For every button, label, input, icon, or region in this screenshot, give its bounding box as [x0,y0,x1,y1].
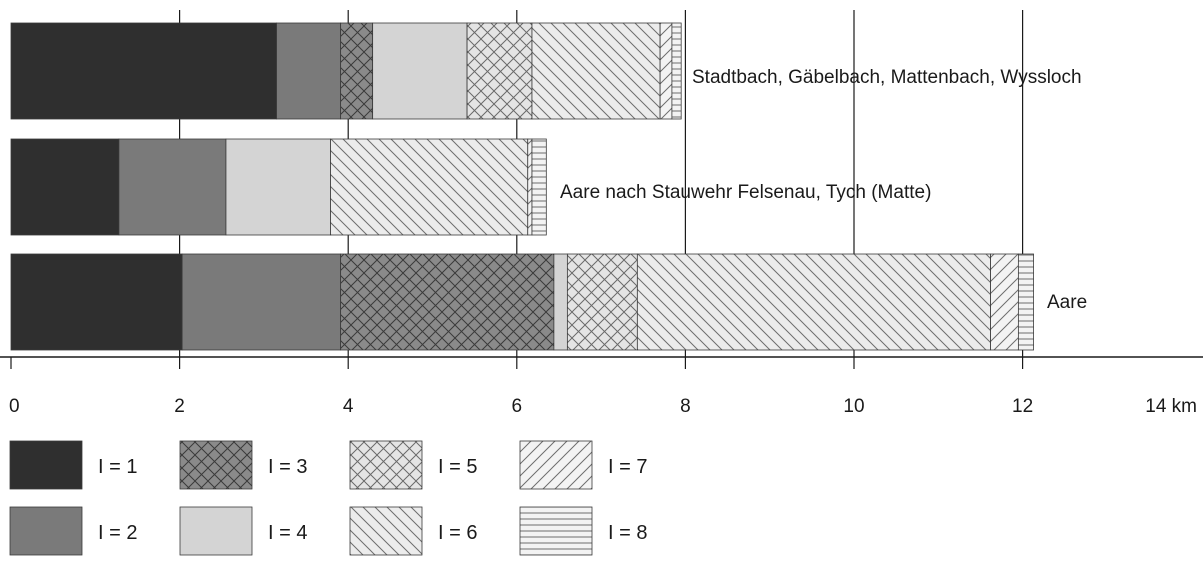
legend-label-I=8: I = 8 [608,522,647,544]
legend-swatch-I=4 [179,506,253,556]
bar-segment-2-I=2 [118,138,227,236]
x-tick-label-8: 8 [680,396,691,417]
bar-segment-2-I=6 [330,138,529,236]
bar-segment-1-I=7 [659,22,673,120]
legend-swatch-I=7 [519,440,593,490]
bar-segment-3-I=7 [990,253,1019,351]
legend-label-I=4: I = 4 [268,522,307,544]
row-label-1: Stadtbach, Gäbelbach, Mattenbach, Wysslo… [692,67,1082,88]
bar-segment-3-I=1 [10,253,183,351]
bars [10,22,1034,351]
row-label-2: Aare nach Stauwehr Felsenau, Tych (Matte… [560,182,931,203]
legend-swatch-I=8 [519,506,593,556]
legend-swatch-I=2 [9,506,83,556]
legend-label-I=2: I = 2 [98,522,137,544]
x-tick-label-4: 4 [343,396,354,417]
x-tick-label-6: 6 [512,396,523,417]
bar-segment-3-I=8 [1017,253,1034,351]
bar-segment-2-I=8 [531,138,547,236]
bar-segment-1-I=8 [671,22,682,120]
bar-segment-1-I=4 [372,22,468,120]
legend-label-I=5: I = 5 [438,456,477,478]
bar-segment-2-I=7 [527,138,533,236]
bar-segment-3-I=3 [340,253,555,351]
bar-segment-1-I=6 [531,22,661,120]
legend-label-I=6: I = 6 [438,522,477,544]
bar-segment-1-I=3 [340,22,374,120]
legend-label-I=1: I = 1 [98,456,137,478]
legend: I = 1 I = 3 I = 5 I = 7 I = 2 I = 4 I = 6 I = 8 [9,440,647,556]
bar-segment-3-I=4 [553,253,568,351]
row-labels: Stadtbach, Gäbelbach, Mattenbach, Wysslo… [560,67,1087,313]
bar-segment-1-I=1 [10,22,277,120]
x-tick-label-10: 10 [843,396,864,417]
legend-label-I=3: I = 3 [268,456,307,478]
x-tick-label-2: 2 [174,396,185,417]
legend-swatch-I=5 [349,440,423,490]
bar-segment-1-I=2 [276,22,342,120]
bar-segment-2-I=4 [225,138,331,236]
x-axis: 0 2 4 6 8 10 12 14 km [0,356,1203,417]
bar-segment-2-I=1 [10,138,120,236]
row-label-3: Aare [1047,292,1087,313]
bar-segment-1-I=5 [466,22,533,120]
x-tick-label-12: 12 [1012,396,1033,417]
x-tick-label-14: 14 km [1145,396,1197,417]
legend-swatch-I=6 [349,506,423,556]
legend-swatch-I=3 [179,440,253,490]
x-tick-label-0: 0 [9,396,20,417]
legend-label-I=7: I = 7 [608,456,647,478]
bar-segment-3-I=2 [181,253,342,351]
legend-swatch-I=1 [9,440,83,490]
bar-segment-3-I=6 [636,253,991,351]
bar-segment-3-I=5 [566,253,638,351]
